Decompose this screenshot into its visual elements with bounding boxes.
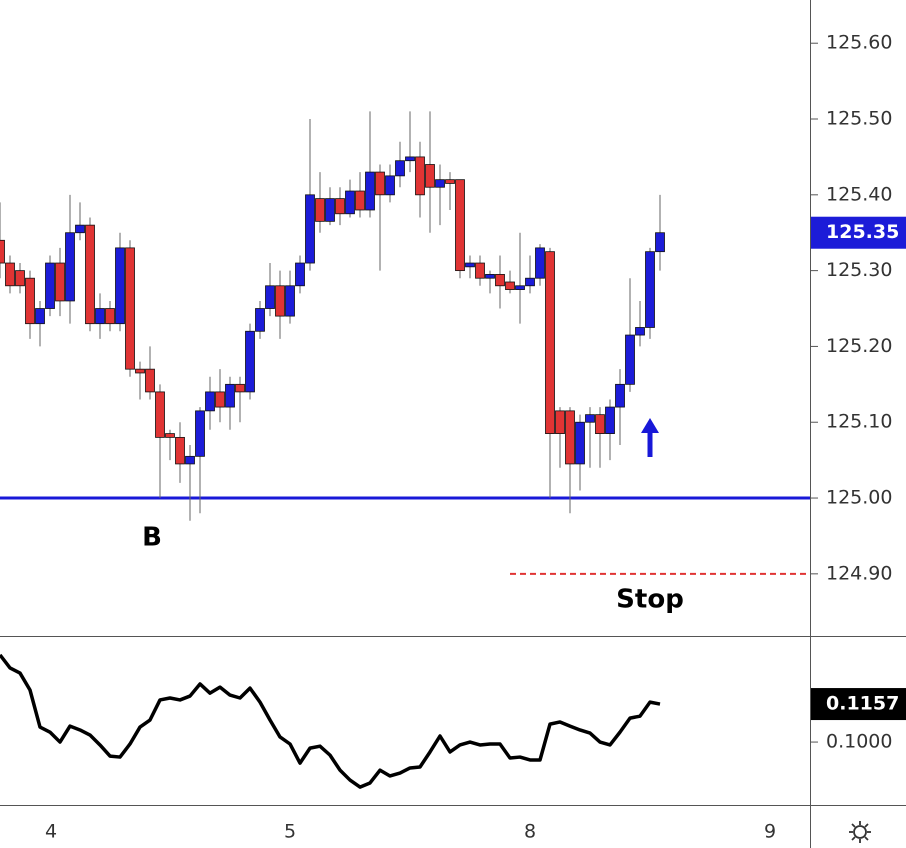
candle-body xyxy=(365,171,375,211)
y-tick-label: 125.60 xyxy=(826,32,892,54)
candle-body xyxy=(185,455,195,465)
candle-body xyxy=(555,410,565,435)
candle-body xyxy=(655,232,665,253)
candle-body xyxy=(415,156,425,196)
candle-body xyxy=(35,308,45,325)
candle-body xyxy=(565,410,575,465)
candle-body xyxy=(585,414,595,423)
candle-body xyxy=(135,368,145,374)
candle-body xyxy=(0,239,5,264)
candle-body xyxy=(55,262,65,302)
candle-body xyxy=(125,247,135,370)
candle-body xyxy=(115,247,125,325)
candle-body xyxy=(525,277,535,287)
candle-body xyxy=(155,391,165,438)
candle-body xyxy=(395,160,405,177)
candle-body xyxy=(615,383,625,408)
candle-body xyxy=(285,285,295,317)
candle-body xyxy=(325,198,335,222)
candle-body xyxy=(625,334,635,385)
y-tick-label: 125.40 xyxy=(826,183,892,205)
candle-body xyxy=(245,330,255,393)
candle-body xyxy=(255,308,265,332)
candle-body xyxy=(545,251,555,435)
candle-body xyxy=(405,156,415,162)
candle-body xyxy=(485,274,495,279)
candle-body xyxy=(505,281,515,290)
candle-body xyxy=(425,164,435,188)
candle-body xyxy=(605,406,615,435)
candle-body xyxy=(385,175,395,196)
candle-body xyxy=(15,270,25,287)
candle-body xyxy=(345,190,355,215)
indicator-line xyxy=(0,653,661,789)
y-tick-label: 125.30 xyxy=(826,259,892,281)
candle-body xyxy=(95,308,105,325)
candle-body xyxy=(5,262,15,287)
candle-body xyxy=(85,224,95,325)
candle-body xyxy=(575,421,585,465)
y-tick-label: 125.10 xyxy=(826,411,892,433)
candle-body xyxy=(205,391,215,412)
last-price-label: 125.35 xyxy=(826,221,899,243)
candle-body xyxy=(515,285,525,290)
candle-body xyxy=(465,262,475,268)
candle-body xyxy=(315,198,325,222)
candle-body xyxy=(355,190,365,211)
candle-body xyxy=(445,179,455,184)
y-tick-label: 125.50 xyxy=(826,108,892,130)
last-price-box xyxy=(811,216,906,249)
candle-body xyxy=(165,433,175,438)
annotation: B xyxy=(142,523,162,553)
candle-body xyxy=(455,179,465,272)
y-tick-label: 125.20 xyxy=(826,335,892,357)
candle-body xyxy=(305,194,315,264)
candle-body xyxy=(25,277,35,325)
candle-body xyxy=(175,436,185,465)
annotation: Stop xyxy=(616,585,684,615)
candle-body xyxy=(335,198,345,215)
candle-body xyxy=(145,368,155,393)
settings-icon[interactable] xyxy=(849,821,871,843)
candle-body xyxy=(215,391,225,408)
candle-body xyxy=(265,285,275,309)
candle-body xyxy=(435,179,445,188)
x-tick-label: 4 xyxy=(45,821,57,843)
candle-body xyxy=(195,410,205,457)
candle-body xyxy=(65,232,75,302)
candle-body xyxy=(375,171,385,196)
candle-body xyxy=(105,308,115,325)
arrow-up xyxy=(641,418,659,457)
candle-body xyxy=(495,274,505,287)
x-tick-label: 8 xyxy=(524,821,536,843)
candle-body xyxy=(295,262,305,287)
candle-body xyxy=(535,247,545,279)
y-tick-label: 124.90 xyxy=(826,562,892,584)
y-tick-label: 125.00 xyxy=(826,487,892,509)
x-tick-label: 5 xyxy=(284,821,296,843)
candle-body xyxy=(275,285,285,317)
y-tick-label: 0.1000 xyxy=(826,731,892,753)
last-value-label: 0.1157 xyxy=(826,693,899,715)
candle-body xyxy=(235,383,245,393)
candle-body xyxy=(475,262,485,279)
candle-body xyxy=(635,327,645,336)
candle-body xyxy=(645,251,655,328)
candle-body xyxy=(45,262,55,309)
x-tick-label: 9 xyxy=(764,821,776,843)
last-value-box xyxy=(811,688,906,721)
candle-body xyxy=(225,383,235,408)
candle-body xyxy=(595,414,605,435)
candle-body xyxy=(75,224,85,234)
